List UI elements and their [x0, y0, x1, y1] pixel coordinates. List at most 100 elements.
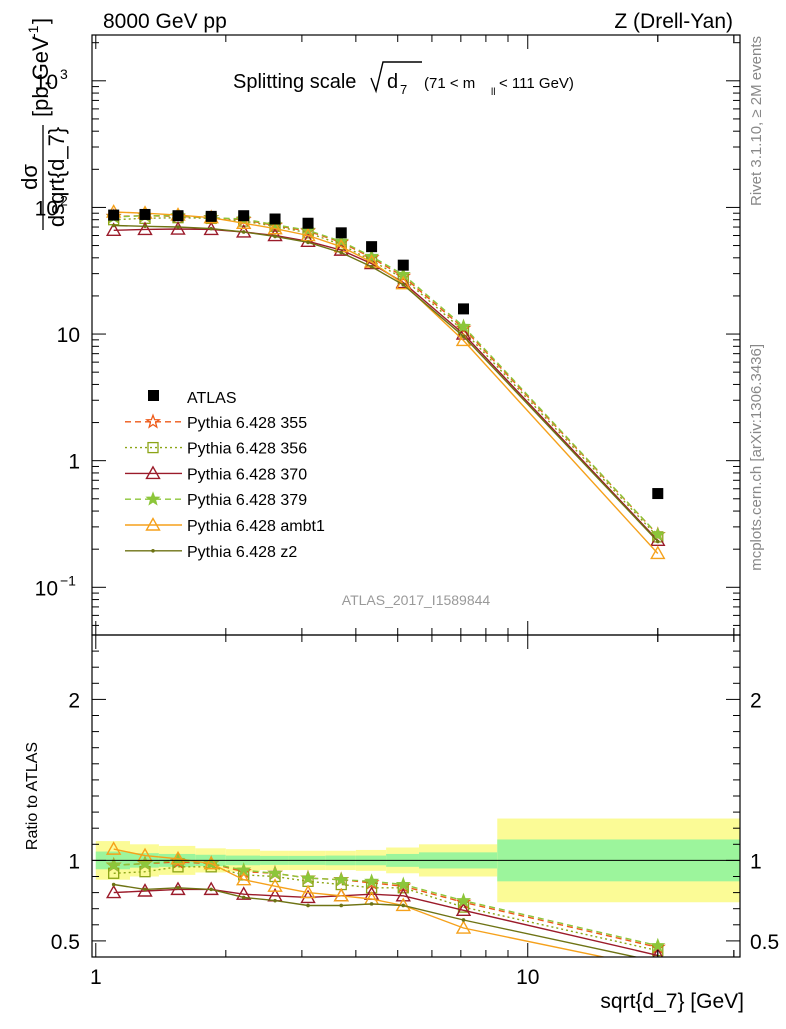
- ratio-point-2: [455, 902, 472, 917]
- ylabel-num: dσ: [17, 164, 42, 190]
- y-tick-label: 10: [35, 577, 58, 600]
- ratio-line-0: [113, 861, 658, 948]
- series-point-5: [369, 264, 374, 269]
- atlas-data-point: [458, 303, 470, 315]
- ratio-point-3: [364, 873, 380, 888]
- ratio-point-5: [339, 903, 344, 908]
- legend-marker-5: [151, 549, 155, 553]
- ylabel-den: dsqrt{d_7}: [44, 127, 69, 227]
- series-point-5: [176, 225, 180, 229]
- series-point-5: [655, 539, 660, 544]
- ratio-point-4: [455, 920, 472, 934]
- ratio-point-3: [395, 876, 411, 891]
- atlas-data-point: [238, 210, 250, 222]
- ratio-point-5: [461, 918, 466, 922]
- rivet-label: Rivet 3.1.10, ≥ 2M events: [748, 36, 765, 206]
- ratio-line-4: [113, 848, 607, 957]
- legend-marker-0: [145, 413, 161, 429]
- analysis-label: ATLAS_2017_I1589844: [342, 592, 491, 608]
- uncertainty-bands: [95, 818, 740, 903]
- series-point-2: [267, 227, 283, 242]
- ratio-point-5: [369, 902, 374, 906]
- title-range-pre: (71 < m: [424, 75, 475, 92]
- title-sqrt: d: [387, 71, 398, 93]
- series-line-5: [113, 224, 659, 542]
- legend-label-4: Pythia 6.428 ambt1: [187, 518, 325, 535]
- ratio-point-4: [651, 962, 664, 974]
- series-point-2: [363, 255, 380, 270]
- ylabel-unit-exp: -1: [25, 25, 41, 38]
- bottom-axis-ticks: 0.5 0.5 1 1 2 2 1 10: [51, 634, 779, 989]
- ratio-point-5: [111, 882, 116, 887]
- ratio-point-4: [333, 887, 349, 902]
- ratio-point-5: [241, 895, 246, 900]
- legend-marker-2: [145, 465, 161, 480]
- ratio-line-5: [113, 883, 639, 957]
- y-tick-label-right: 0.5: [750, 931, 779, 954]
- xlabel: sqrt{d_7} [GeV]: [600, 990, 744, 1013]
- legend-label-2: Pythia 6.428 370: [187, 466, 307, 483]
- ratio-line-3: [113, 859, 658, 947]
- series-point-2: [333, 242, 349, 256]
- legend-label-0: Pythia 6.428 355: [187, 415, 307, 432]
- x-tick-label: 10: [516, 966, 539, 989]
- series-point-4: [236, 215, 252, 229]
- y-tick-label: 1: [68, 451, 80, 474]
- ratio-point-3: [137, 855, 153, 871]
- atlas-data-point: [172, 210, 184, 222]
- series-point-5: [273, 234, 277, 239]
- ratio-point-4: [203, 855, 219, 870]
- series-point-5: [461, 334, 466, 339]
- ylabel-unit: [pb,GeV: [28, 36, 53, 117]
- series-point-5: [306, 240, 310, 245]
- atlas-data-point: [269, 213, 281, 225]
- ratio-point-5: [176, 885, 180, 890]
- y-tick-label: 10: [57, 324, 80, 347]
- series-point-4: [267, 220, 283, 235]
- ratio-point-5: [656, 960, 660, 964]
- ratio-point-5: [209, 887, 213, 892]
- y-tick-exponent: 2: [60, 192, 68, 208]
- y-tick-label-right: 2: [750, 689, 762, 712]
- series-point-5: [143, 224, 147, 229]
- legend-marker-atlas: [148, 390, 159, 401]
- ratio-point-4: [300, 884, 316, 899]
- ratio-point-4: [170, 850, 186, 865]
- ratio-point-2: [137, 883, 153, 897]
- ratio-point-3: [650, 937, 666, 953]
- y-tick-exponent: −1: [60, 572, 76, 588]
- ratio-line-2: [113, 888, 658, 957]
- series-point-5: [209, 226, 213, 231]
- series-point-5: [339, 250, 344, 255]
- ratio-point-2: [105, 884, 122, 899]
- legend-label-atlas: ATLAS: [187, 390, 237, 407]
- legend-label-1: Pythia 6.428 356: [187, 441, 307, 458]
- series-point-5: [241, 230, 246, 234]
- series-point-2: [170, 221, 186, 235]
- y-tick-label-left: 2: [68, 689, 80, 712]
- series-point-3: [650, 526, 666, 542]
- ratio-point-3: [106, 857, 122, 872]
- legend-marker-3: [145, 491, 161, 506]
- title-range-sub: ll: [491, 87, 495, 98]
- series-point-2: [105, 222, 122, 236]
- series-point-5: [401, 282, 406, 287]
- sqrt-sign: [370, 61, 422, 94]
- ratio-point-3: [267, 865, 283, 880]
- plot-title: Splitting scale d 7 (71 < m ll < 111 GeV…: [233, 61, 574, 98]
- ratio-point-4: [105, 841, 122, 855]
- title-sub: 7: [400, 82, 407, 97]
- atlas-data-point: [335, 227, 347, 239]
- ratio-point-2: [652, 947, 664, 957]
- legend-label-5: Pythia 6.428 z2: [187, 544, 297, 561]
- atlas-data-group: [108, 208, 664, 500]
- header-right: Z (Drell-Yan): [614, 10, 733, 33]
- series-point-3: [455, 318, 472, 333]
- ratio-point-3: [300, 870, 316, 885]
- top-ylabel: dσ dsqrt{d_7} [pb,GeV -1 ]: [17, 18, 69, 230]
- atlas-data-point: [366, 241, 378, 253]
- legend-marker-1: [147, 441, 159, 454]
- legend: ATLAS Pythia 6.428 355 Pythia 6.428 356 Pyt…: [125, 390, 325, 561]
- series-line-0: [113, 214, 659, 536]
